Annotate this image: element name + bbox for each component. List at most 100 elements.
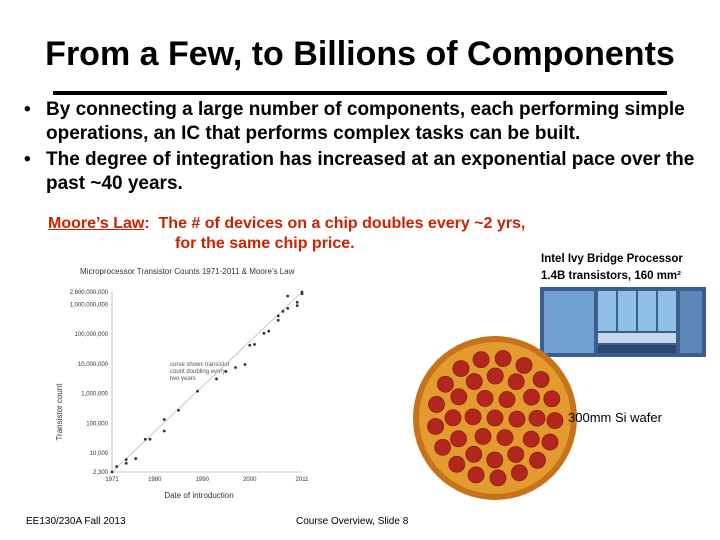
pepperoni-slice: [472, 351, 490, 369]
chart-x-tick-label: 2000: [243, 477, 257, 483]
bullet-item: • The degree of integration has increased…: [18, 148, 708, 196]
pepperoni-slice: [448, 455, 466, 473]
ivy-bridge-name: Intel Ivy Bridge Processor: [541, 253, 683, 265]
chart-point: [162, 429, 166, 433]
chart-point: [262, 331, 266, 335]
chart-point: [115, 465, 119, 468]
pepperoni-slice: [532, 371, 550, 388]
pepperoni-slice: [508, 410, 526, 428]
chart-y-tick-label: 1,000,000,000: [70, 302, 109, 308]
chart-point: [224, 370, 228, 373]
chart-x-tick-label: 2011: [296, 477, 310, 483]
pepperoni-slice: [450, 430, 467, 448]
transistor-count-chart: Microprocessor Transistor Counts 1971-20…: [55, 267, 310, 500]
chart-point: [295, 304, 299, 308]
chart-point: [196, 389, 199, 393]
chart-y-tick-label: 2,600,000,000: [70, 290, 109, 296]
title-underline: [53, 91, 667, 95]
pepperoni-slice: [465, 445, 483, 463]
die-processor-graphics: [544, 291, 594, 353]
pepperoni-slice: [515, 357, 533, 374]
chart-point: [253, 342, 256, 346]
moores-law-statement: Moore’s Law: The # of devices on a chip …: [48, 214, 525, 254]
wafer-caption: 300mm Si wafer: [568, 410, 662, 425]
chart-xlabel: Date of introduction: [164, 491, 233, 500]
footer-course: EE130/230A Fall 2013: [26, 516, 126, 527]
bullet-dot-icon: •: [24, 149, 31, 170]
pepperoni-slice: [452, 360, 470, 378]
pepperoni-slice: [427, 418, 445, 435]
chart-ylabel: Transistor count: [55, 383, 64, 441]
chart-point: [276, 314, 280, 318]
pepperoni-slice: [507, 446, 525, 463]
moores-law-line1: The # of devices on a chip doubles every…: [158, 215, 526, 232]
pepperoni-slice: [541, 433, 559, 451]
die-core-4: [658, 291, 676, 331]
chart-trend-line: [111, 291, 303, 473]
pepperoni-slice: [486, 409, 504, 427]
pepperoni-slice: [543, 390, 561, 408]
chart-point: [143, 437, 147, 441]
bullet-dot-icon: •: [24, 99, 31, 120]
pepperoni-slice: [428, 396, 445, 413]
pepperoni-slice: [434, 438, 452, 456]
chart-title: Microprocessor Transistor Counts 1971-20…: [80, 267, 295, 276]
chart-y-tick-label: 1,000,000: [81, 392, 108, 398]
pepperoni-slice: [444, 409, 462, 427]
chart-point: [134, 457, 138, 460]
pepperoni-slice: [546, 412, 564, 429]
pepperoni-slice: [522, 430, 540, 448]
chart-point: [295, 300, 299, 304]
chart-y-tick-label: 10,000,000: [78, 362, 109, 368]
ivy-bridge-caption: Intel Ivy Bridge Processor 1.4B transist…: [541, 251, 683, 285]
chart-y-tick-label: 100,000: [86, 421, 108, 427]
chart-point: [286, 306, 290, 310]
chart-point: [267, 329, 271, 333]
chart-point: [148, 437, 152, 441]
pepperoni-slice: [476, 389, 494, 407]
pepperoni-slice: [467, 466, 485, 484]
chart-point: [215, 377, 218, 381]
chart-point: [177, 408, 180, 412]
die-shared-cache: [598, 333, 676, 343]
pepperoni-slice: [489, 469, 507, 487]
chart-y-tick-label: 100,000,000: [75, 332, 109, 338]
ivy-bridge-specs: 1.4B transistors, 160 mm²: [541, 270, 681, 282]
moores-law-colon: :: [144, 215, 150, 232]
pepperoni-slice: [510, 464, 528, 482]
chart-x-tick-label: 1980: [148, 477, 162, 483]
pepperoni-slice: [486, 367, 504, 385]
pepperoni-slice: [436, 375, 454, 393]
footer-slide-number: Course Overview, Slide 8: [296, 516, 409, 527]
chart-point: [243, 363, 247, 366]
chart-annotation: curve shows transistor count doubling ev…: [170, 362, 231, 382]
chart-y-tick-label: 10,000: [90, 451, 109, 457]
die-core-2: [618, 291, 636, 331]
pepperoni-slice: [450, 388, 468, 406]
die-core-1: [598, 291, 616, 331]
pepperoni-slice: [494, 350, 512, 367]
chart-y-tick-label: 2,300: [93, 470, 109, 476]
bullet-text: By connecting a large number of componen…: [46, 99, 685, 144]
chart-point: [234, 366, 237, 369]
bullet-text: The degree of integration has increased …: [46, 149, 695, 194]
chart-point: [286, 294, 290, 298]
bullet-item: • By connecting a large number of compone…: [18, 98, 708, 146]
chart-point: [276, 318, 280, 322]
pepperoni-slice: [528, 409, 546, 427]
chart-point: [124, 458, 128, 462]
pepperoni-slice: [486, 451, 504, 469]
die-core-3: [638, 291, 656, 331]
ivy-bridge-die-image: [540, 287, 706, 357]
chart-point: [300, 290, 304, 294]
pepperoni-slice: [523, 388, 540, 406]
chart-point: [162, 418, 166, 421]
die-system-agent: [680, 291, 702, 353]
moores-law-link[interactable]: Moore’s Law: [48, 215, 145, 232]
chart-point: [110, 470, 114, 474]
chart-point: [124, 461, 128, 465]
die-memory-controller: [598, 345, 676, 353]
pizza-wafer-image: [413, 336, 577, 500]
pepperoni-slice: [465, 373, 483, 390]
moores-law-line2: for the same chip price.: [175, 235, 355, 252]
